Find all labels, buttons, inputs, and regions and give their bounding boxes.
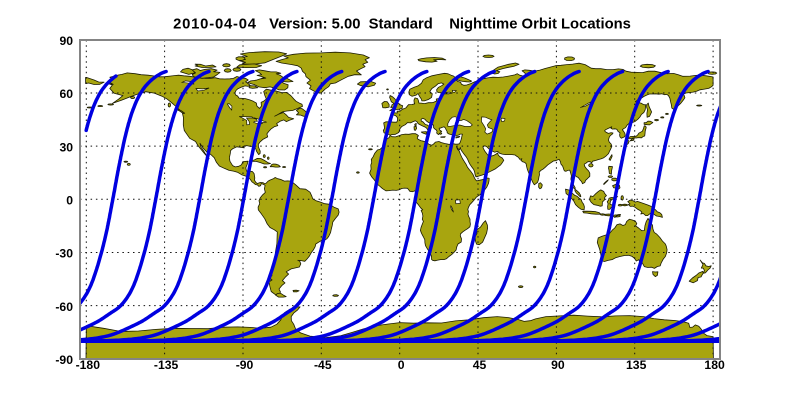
svg-text:-45: -45 [314,358,332,372]
svg-text:30: 30 [59,140,73,154]
svg-text:-90: -90 [55,353,73,367]
svg-text:180: 180 [704,358,725,372]
svg-text:60: 60 [59,87,73,101]
svg-text:0: 0 [66,194,73,208]
svg-text:135: 135 [626,358,647,372]
svg-text:-60: -60 [55,300,73,314]
svg-text:-90: -90 [236,358,254,372]
svg-text:90: 90 [551,358,565,372]
svg-text:90: 90 [59,34,73,48]
svg-text:45: 45 [473,358,487,372]
svg-text:-30: -30 [55,247,73,261]
svg-text:0: 0 [398,358,405,372]
svg-text:-135: -135 [154,358,179,372]
svg-text:2010-04-04 Version: 5.00 St: 2010-04-04 Version: 5.00 Standard Nightt… [173,17,631,33]
svg-text:-180: -180 [76,358,101,372]
